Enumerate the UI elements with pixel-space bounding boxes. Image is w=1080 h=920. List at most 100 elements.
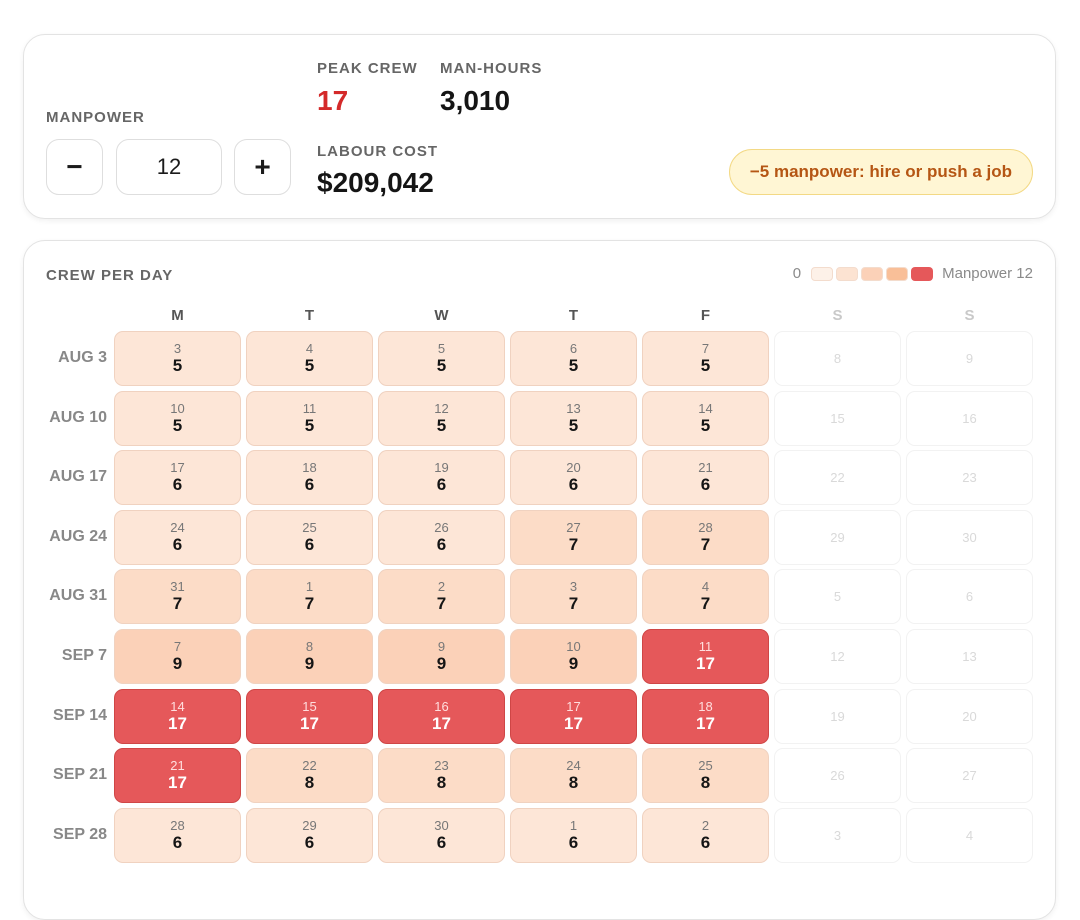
day-number: 29 (302, 818, 317, 833)
weekend-cell: 5 (774, 569, 901, 624)
day-cell[interactable]: 28 6 (114, 808, 241, 863)
day-cell[interactable]: 30 6 (378, 808, 505, 863)
day-number: 6 (569, 341, 578, 356)
crew-count: 8 (304, 773, 315, 792)
day-number: 31 (170, 579, 185, 594)
day-cell[interactable]: 14 17 (114, 689, 241, 744)
weekend-cell: 30 (906, 510, 1033, 565)
crew-calendar-card: CREW PER DAY 0 Manpower 12 M T W T F S S AUG 3 3… (23, 240, 1056, 920)
day-cell[interactable]: 17 17 (510, 689, 637, 744)
day-number: 3 (173, 341, 182, 356)
crew-count: 8 (436, 773, 447, 792)
peak-crew-value: 17 (317, 85, 349, 116)
weekend-cell: 15 (774, 391, 901, 446)
day-number: 30 (434, 818, 449, 833)
day-cell[interactable]: 27 7 (510, 510, 637, 565)
man-hours-value: 3,010 (440, 85, 511, 116)
weekend-cell: 9 (906, 331, 1033, 386)
day-cell[interactable]: 10 9 (510, 629, 637, 684)
day-number: 9 (437, 639, 446, 654)
calendar-title: CREW PER DAY (46, 267, 174, 284)
day-cell[interactable]: 16 17 (378, 689, 505, 744)
day-number: 16 (434, 699, 449, 714)
peak-crew-label: PEAK CREW (317, 60, 418, 77)
day-cell[interactable]: 29 6 (246, 808, 373, 863)
day-header: M (171, 307, 184, 324)
day-cell[interactable]: 24 6 (114, 510, 241, 565)
day-number: 3 (569, 579, 578, 594)
day-number: 25 (698, 758, 713, 773)
day-cell[interactable]: 19 6 (378, 450, 505, 505)
day-cell[interactable]: 23 8 (378, 748, 505, 803)
day-number: 6 (965, 589, 974, 604)
day-number: 1 (305, 579, 314, 594)
day-cell[interactable]: 14 5 (642, 391, 769, 446)
legend-min-label: 0 (792, 265, 802, 282)
day-cell[interactable]: 18 6 (246, 450, 373, 505)
day-cell[interactable]: 21 6 (642, 450, 769, 505)
day-cell[interactable]: 22 8 (246, 748, 373, 803)
day-number: 19 (434, 460, 449, 475)
day-cell[interactable]: 21 17 (114, 748, 241, 803)
day-header: S (832, 307, 843, 324)
day-number: 3 (833, 828, 842, 843)
day-number: 26 (830, 768, 845, 783)
day-number: 12 (434, 401, 449, 416)
day-number: 10 (170, 401, 185, 416)
color-legend: 0 Manpower 12 (793, 265, 1033, 282)
day-header: W (434, 307, 449, 324)
day-number: 20 (566, 460, 581, 475)
day-number: 10 (566, 639, 581, 654)
day-cell[interactable]: 31 7 (114, 569, 241, 624)
manpower-input[interactable]: 12 (116, 139, 222, 195)
weekend-cell: 16 (906, 391, 1033, 446)
day-cell[interactable]: 18 17 (642, 689, 769, 744)
day-cell[interactable]: 12 5 (378, 391, 505, 446)
day-cell[interactable]: 28 7 (642, 510, 769, 565)
day-number: 22 (830, 470, 845, 485)
day-cell[interactable]: 17 6 (114, 450, 241, 505)
day-cell[interactable]: 11 5 (246, 391, 373, 446)
day-number: 11 (698, 639, 713, 654)
day-number: 13 (962, 649, 977, 664)
day-number: 19 (830, 709, 845, 724)
day-cell[interactable]: 13 5 (510, 391, 637, 446)
day-cell[interactable]: 25 6 (246, 510, 373, 565)
crew-count: 6 (172, 475, 183, 494)
day-number: 14 (170, 699, 185, 714)
day-cell[interactable]: 25 8 (642, 748, 769, 803)
decrease-manpower-button[interactable]: − (46, 139, 103, 195)
day-cell[interactable]: 24 8 (510, 748, 637, 803)
crew-count: 17 (564, 714, 583, 733)
weekend-cell: 29 (774, 510, 901, 565)
weekend-cell: 6 (906, 569, 1033, 624)
crew-count: 5 (304, 416, 315, 435)
week-label: SEP 28 (53, 826, 107, 843)
day-number: 7 (173, 639, 182, 654)
day-cell[interactable]: 15 17 (246, 689, 373, 744)
labour-cost-value: $209,042 (317, 167, 434, 198)
increase-manpower-button[interactable]: + (234, 139, 291, 195)
day-number: 22 (302, 758, 317, 773)
day-number: 4 (701, 579, 710, 594)
weekend-cell: 22 (774, 450, 901, 505)
day-cell[interactable]: 11 17 (642, 629, 769, 684)
crew-count: 8 (700, 773, 711, 792)
day-cell[interactable]: 20 6 (510, 450, 637, 505)
day-cell[interactable]: 26 6 (378, 510, 505, 565)
day-cell[interactable]: 10 5 (114, 391, 241, 446)
